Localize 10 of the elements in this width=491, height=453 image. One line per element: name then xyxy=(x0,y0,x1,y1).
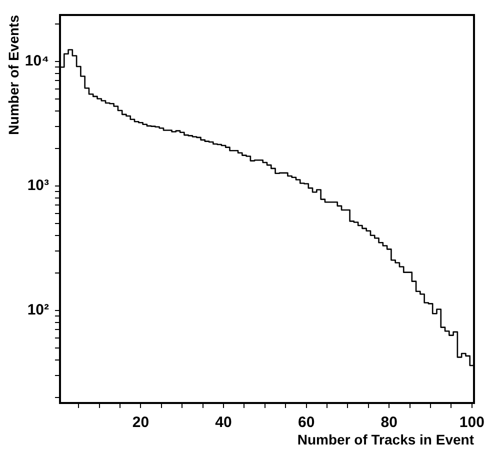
x-tick-label: 100 xyxy=(459,414,484,432)
x-tick-label: 80 xyxy=(380,414,398,432)
x-tick-label: 20 xyxy=(132,414,150,432)
x-tick-label: 60 xyxy=(298,414,315,432)
y-tick-label: 10² xyxy=(27,301,49,318)
y-tick-label: 10³ xyxy=(27,177,49,194)
y-axis-title: Number of Events xyxy=(5,14,22,135)
x-tick-label: 40 xyxy=(215,414,232,432)
y-tick-label: 10⁴ xyxy=(24,52,49,70)
x-axis-title: Number of Tracks in Event xyxy=(297,431,474,448)
